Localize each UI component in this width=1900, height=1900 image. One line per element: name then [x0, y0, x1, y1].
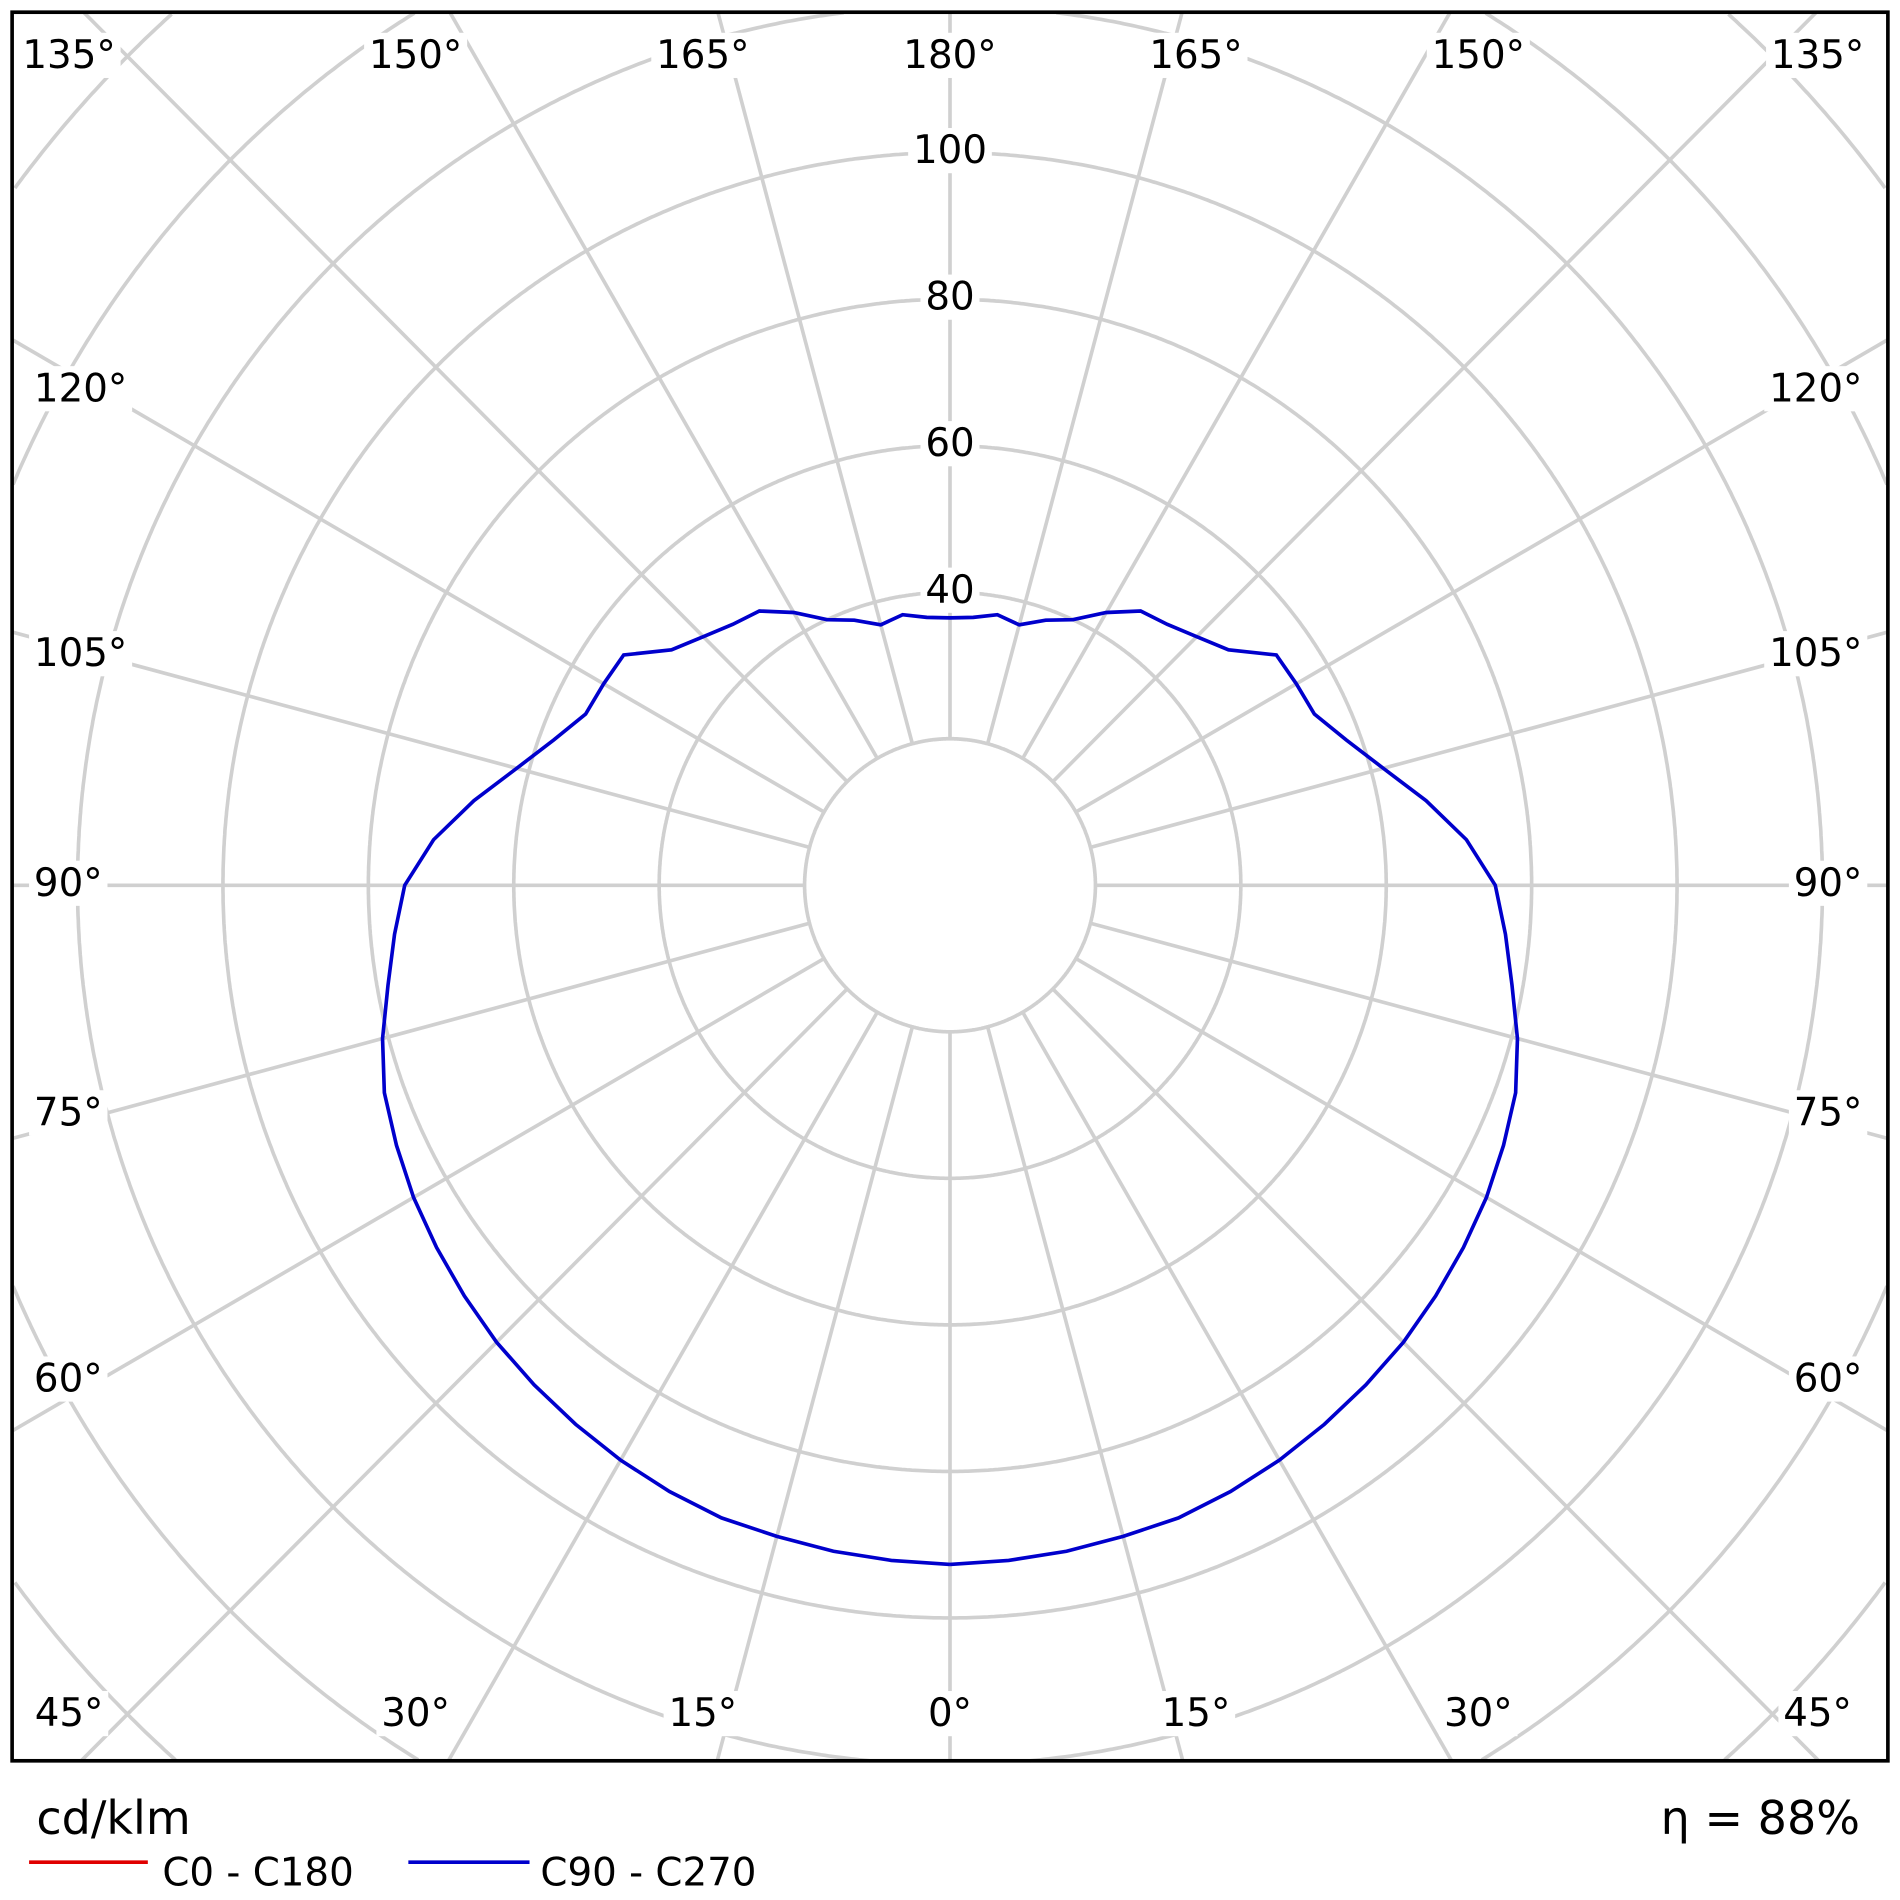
- angle-label-bottom: 15°: [1162, 1691, 1231, 1736]
- label-bg: [1439, 1691, 1518, 1737]
- label-bg: [29, 1090, 108, 1136]
- grid-spoke: [1021, 11, 1452, 760]
- grid-spoke: [985, 1026, 1185, 1762]
- grid-spoke: [1075, 338, 1889, 814]
- grid-spoke: [82, 10, 849, 783]
- label-bg: [920, 421, 980, 467]
- grid-spoke: [1089, 630, 1889, 850]
- label-bg: [1766, 32, 1870, 78]
- grid-circle: [802, 736, 1098, 1034]
- label-bg: [920, 274, 980, 320]
- grid-spoke: [1075, 956, 1889, 1433]
- label-bg: [1156, 1691, 1236, 1737]
- angle-label-left: 60°: [34, 1356, 103, 1401]
- label-bg: [923, 1691, 977, 1737]
- label-bg: [651, 32, 755, 78]
- grid-spoke: [1089, 921, 1889, 1141]
- label-bg: [908, 128, 992, 174]
- angle-label-bottom: 0°: [928, 1691, 972, 1736]
- label-bg: [1144, 32, 1248, 78]
- angle-label-bottom: 30°: [381, 1691, 450, 1736]
- label-bg: [1778, 1691, 1857, 1737]
- grid-spoke: [446, 1011, 879, 1762]
- angle-label-top: 135°: [22, 33, 115, 78]
- grid-spoke: [1021, 1011, 1454, 1762]
- angle-label-bottom: 15°: [668, 1691, 737, 1736]
- label-bg: [364, 32, 468, 78]
- label-bg: [1764, 631, 1868, 677]
- legend: C0 - C180 C90 - C270: [29, 1850, 756, 1895]
- efficiency-label: η = 88%: [1661, 1791, 1860, 1845]
- grid-spoke: [11, 956, 825, 1433]
- radial-tick-label: 100: [913, 128, 987, 173]
- label-bg: [1788, 1356, 1868, 1402]
- series-curve-1: [380, 609, 1520, 1567]
- unit-label: cd/klm: [36, 1791, 190, 1845]
- label-bg: [663, 1691, 743, 1737]
- angle-label-bottom: 45°: [35, 1691, 104, 1736]
- label-bg: [1788, 1090, 1868, 1136]
- angle-label-bottom: 30°: [1444, 1691, 1513, 1736]
- angle-label-right: 105°: [1769, 631, 1862, 676]
- labels: 40 60 80 100 135° 150° 165° 180° 165° 150° 135° 45°…: [17, 32, 1870, 1737]
- angle-label-right: 120°: [1769, 366, 1862, 411]
- grid-spoke: [1051, 987, 1821, 1763]
- grid-circle: [11, 11, 1889, 1762]
- label-bg: [920, 567, 980, 613]
- radial-tick-label: 40: [925, 568, 974, 613]
- angle-label-bottom: 45°: [1783, 1691, 1852, 1736]
- angle-label-left: 105°: [34, 631, 127, 676]
- angle-label-top: 165°: [656, 33, 749, 78]
- angle-label-right: 60°: [1794, 1356, 1863, 1401]
- label-bg: [29, 860, 108, 906]
- angle-label-right: 75°: [1794, 1090, 1863, 1135]
- angle-label-top: 180°: [903, 33, 996, 78]
- grid-spoke: [985, 11, 1184, 745]
- angle-label-top: 165°: [1149, 33, 1242, 78]
- angle-label-left: 120°: [34, 366, 127, 411]
- radial-tick-label: 80: [925, 275, 974, 320]
- label-bg: [898, 32, 1002, 78]
- angle-label-top: 135°: [1771, 33, 1864, 78]
- label-bg: [1426, 32, 1530, 78]
- curves: [380, 609, 1520, 1567]
- angle-label-right: 90°: [1794, 861, 1863, 906]
- grid-spoke: [716, 11, 915, 745]
- grid-spoke: [715, 1026, 915, 1762]
- label-bg: [29, 631, 133, 677]
- grid-circle: [13, 12, 1887, 1762]
- grid-spoke: [1051, 10, 1818, 783]
- legend-label-c90-c270: C90 - C270: [540, 1850, 756, 1895]
- angle-label-top: 150°: [369, 33, 462, 78]
- angle-label-left: 90°: [34, 861, 103, 906]
- angle-label-left: 75°: [34, 1090, 103, 1135]
- label-bg: [17, 32, 121, 78]
- label-bg: [29, 1691, 109, 1737]
- label-bg: [1764, 366, 1868, 412]
- angle-label-top: 150°: [1432, 33, 1525, 78]
- label-bg: [1788, 860, 1868, 906]
- grid-spoke: [11, 338, 825, 814]
- radial-tick-label: 60: [925, 421, 974, 466]
- plot-frame: [10, 10, 1890, 1763]
- legend-label-c0-c180: C0 - C180: [162, 1850, 353, 1895]
- grid-spoke: [11, 630, 811, 850]
- grid-spoke: [448, 11, 879, 760]
- grid-spoke: [79, 987, 849, 1763]
- label-bg: [29, 366, 133, 412]
- label-bg: [376, 1691, 455, 1737]
- label-bg: [29, 1356, 108, 1402]
- grid-spoke: [11, 921, 811, 1141]
